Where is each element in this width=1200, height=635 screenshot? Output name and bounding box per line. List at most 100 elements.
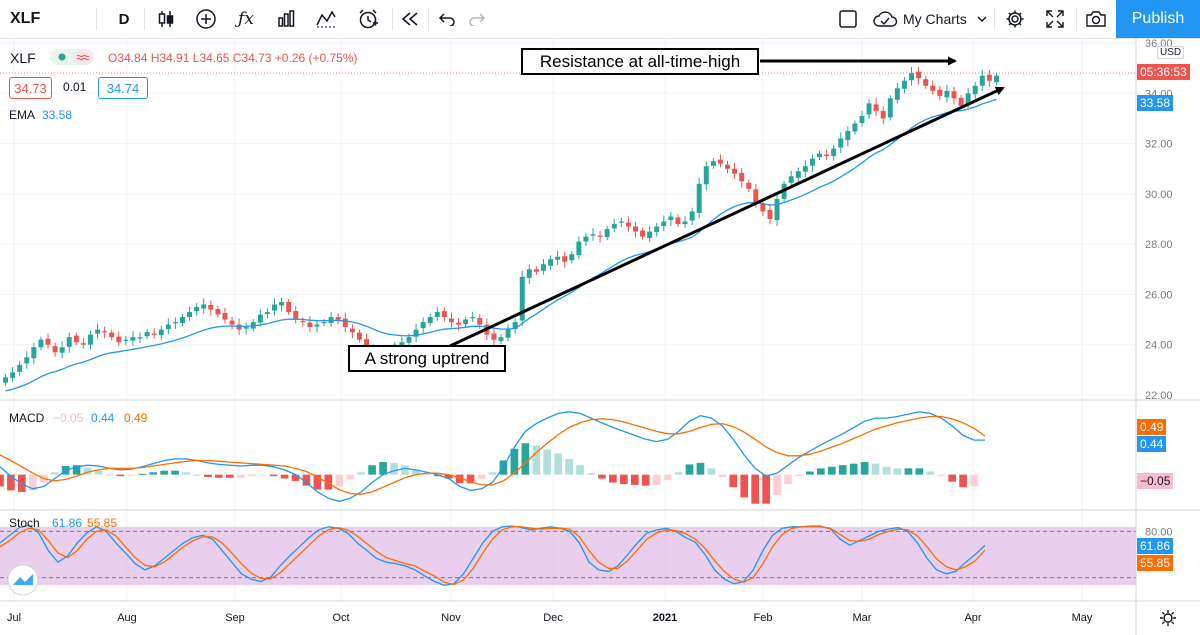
candle-body xyxy=(951,91,957,99)
fullscreen-icon[interactable] xyxy=(1040,0,1070,38)
camera-icon[interactable] xyxy=(1082,0,1110,38)
layout-name-button[interactable]: My Charts xyxy=(903,11,967,27)
candle-body xyxy=(448,318,454,323)
candle-body xyxy=(604,229,610,238)
candle-body xyxy=(873,104,879,111)
gear-icon[interactable] xyxy=(1000,0,1030,38)
toolbar-divider xyxy=(392,8,393,30)
macd-hist-bar xyxy=(29,474,37,491)
candle-body xyxy=(937,89,943,96)
templates-icon[interactable] xyxy=(270,0,302,38)
macd-hist-bar xyxy=(696,462,705,475)
y-tick-label: 28.00 xyxy=(1145,239,1173,251)
macd-hist-bar xyxy=(652,474,661,485)
macd-hist-bar xyxy=(849,463,858,475)
candle-body xyxy=(668,216,674,221)
resistance-label: Resistance at all-time-high xyxy=(540,52,740,71)
ema-legend-label[interactable]: EMA xyxy=(9,108,36,122)
candle-body xyxy=(512,322,518,330)
replay-icon[interactable] xyxy=(396,0,424,38)
macd-hist-bar xyxy=(291,474,300,481)
candle-body xyxy=(809,158,815,166)
macd-hist-bar xyxy=(576,465,584,475)
candle-body xyxy=(463,319,469,325)
macd-hist-bar xyxy=(466,474,475,484)
candle-body xyxy=(109,332,115,338)
tradingview-logo xyxy=(7,564,39,596)
macd-hist-bar xyxy=(587,473,595,475)
candle-body xyxy=(286,301,292,313)
add-indicator-icon[interactable] xyxy=(190,0,222,38)
stoch-legend-k: 61.86 xyxy=(52,516,83,530)
macd-hist-bar xyxy=(280,474,289,479)
candle-body xyxy=(130,337,136,341)
stoch-band xyxy=(0,527,1136,585)
candle-body xyxy=(172,322,178,324)
macd-signal-line xyxy=(0,415,986,495)
fx-icon[interactable]: ƒx xyxy=(238,9,254,29)
y-tick-label: 30.00 xyxy=(1145,189,1173,201)
symbol-search-button[interactable]: XLF xyxy=(10,10,41,27)
candle-body xyxy=(930,85,936,91)
stoch-tick-label: 80.00 xyxy=(1145,526,1173,538)
candle-body xyxy=(540,264,546,271)
candle-body xyxy=(201,304,207,309)
candle-body xyxy=(710,161,716,166)
macd-hist-bar xyxy=(609,474,617,483)
undo-icon[interactable] xyxy=(434,0,460,38)
macd-line xyxy=(0,411,985,503)
candle-body xyxy=(102,331,108,333)
currency-label[interactable]: USD xyxy=(1157,46,1185,59)
compare-icon[interactable] xyxy=(310,0,342,38)
candle-body xyxy=(151,333,157,335)
redo-icon[interactable] xyxy=(464,0,490,38)
chart-canvas[interactable]: 22.0024.0026.0028.0030.0032.0034.0036.00… xyxy=(0,38,1200,635)
chevron-down-icon[interactable] xyxy=(974,0,990,38)
candle-body xyxy=(470,317,476,319)
macd-hist-bar xyxy=(521,443,530,475)
macd-hist-bar xyxy=(543,449,552,475)
candle-body xyxy=(10,372,16,378)
cloud-icon[interactable] xyxy=(870,0,900,38)
candles-icon[interactable] xyxy=(150,0,182,38)
macd-hist-bar xyxy=(105,474,114,476)
candle-body xyxy=(349,328,355,333)
publish-button[interactable]: Publish xyxy=(1116,0,1200,38)
alert-icon[interactable] xyxy=(352,0,384,38)
chart-grid xyxy=(0,38,1136,601)
macd-hist-bar xyxy=(773,474,781,496)
candle-body xyxy=(972,85,978,95)
legend-symbol[interactable]: XLF xyxy=(10,50,36,66)
uptrend-label: A strong uptrend xyxy=(365,349,490,368)
candle-body xyxy=(760,203,766,212)
interval-button[interactable]: D xyxy=(118,10,130,28)
x-tick-label: Dec xyxy=(543,612,563,624)
candle-body xyxy=(399,342,405,347)
ask-price-box[interactable]: 34.74 xyxy=(98,77,148,99)
macd-legend-hist: −0.05 xyxy=(53,411,84,425)
macd-hist-bar xyxy=(477,474,486,479)
candle-body xyxy=(640,230,646,237)
candle-body xyxy=(993,75,999,83)
ema-price-tag: 33.58 xyxy=(1137,95,1174,111)
bid-price-box[interactable]: 34.73 xyxy=(9,77,52,99)
ema-line xyxy=(5,98,997,392)
candle-body xyxy=(675,217,681,225)
candle-body xyxy=(300,321,306,323)
toolbar-divider xyxy=(428,8,429,30)
macd-hist-bar xyxy=(160,470,168,475)
candle-body xyxy=(555,256,561,260)
stoch-legend-label[interactable]: Stoch xyxy=(9,516,40,530)
candle-body xyxy=(24,357,30,364)
x-tick-label: Oct xyxy=(332,612,349,624)
macd-legend-label[interactable]: MACD xyxy=(9,411,45,425)
candle-body xyxy=(965,93,971,105)
candle-body xyxy=(272,304,277,311)
candle-body xyxy=(307,322,313,328)
macd-hist-bar xyxy=(904,468,913,475)
candle-body xyxy=(717,159,723,164)
candle-body xyxy=(420,322,426,329)
square-icon[interactable] xyxy=(834,0,862,38)
candle-body xyxy=(682,221,688,225)
macd-histogram xyxy=(0,443,978,504)
